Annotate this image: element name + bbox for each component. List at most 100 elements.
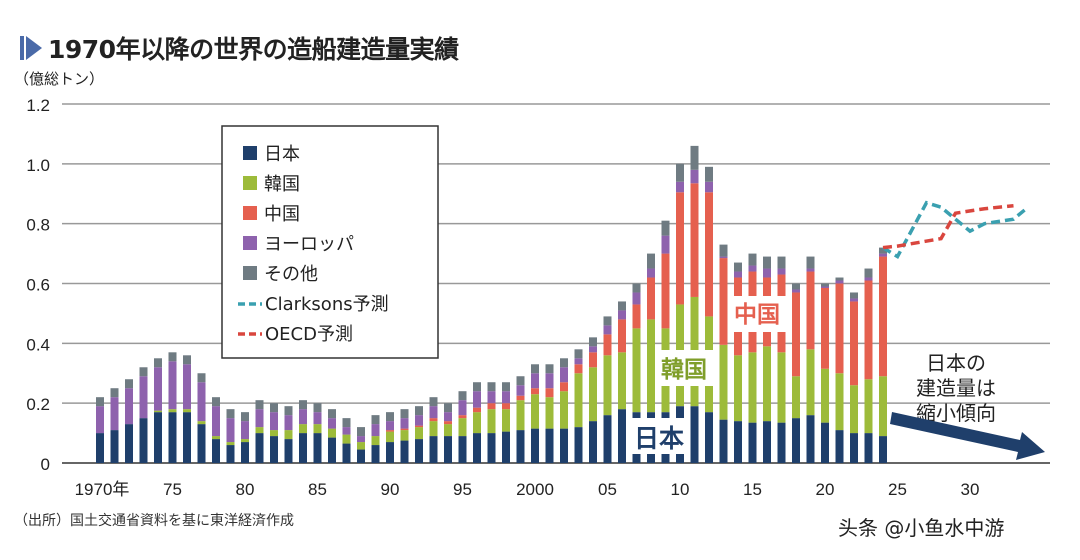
- bar-segment-2005: [603, 334, 612, 356]
- x-tick-label: 10: [671, 480, 690, 499]
- bar-segment-1970: [96, 406, 104, 434]
- bar-segment-1993: [429, 397, 438, 407]
- bar-segment-1998: [502, 391, 510, 404]
- bar-segment-1988: [357, 449, 365, 463]
- bar-segment-1979: [226, 418, 235, 443]
- legend-swatch: [243, 206, 257, 220]
- bar-segment-1988: [357, 436, 365, 443]
- y-tick-label: 0.8: [26, 216, 50, 235]
- bar-segment-2014: [734, 421, 742, 463]
- bar-segment-2006: [618, 352, 626, 410]
- bar-segment-1980: [241, 421, 249, 440]
- bar-segment-2003: [574, 349, 583, 359]
- bar-segment-1997: [487, 409, 496, 434]
- bar-segment-2022: [850, 301, 858, 386]
- japan-trend-annotation: 建造量は: [916, 376, 996, 400]
- bar-segment-2015: [748, 422, 757, 463]
- bar-segment-1975: [168, 361, 177, 410]
- bar-segment-2012: [705, 412, 713, 463]
- bar-segment-1989: [371, 424, 380, 437]
- legend-label: その他: [264, 264, 318, 285]
- bar-segment-1989: [371, 445, 380, 463]
- bar-segment-1978: [212, 436, 220, 440]
- bar-segment-2010: [676, 192, 684, 305]
- bar-segment-2024: [879, 436, 887, 463]
- bar-segment-2004: [589, 352, 597, 368]
- x-tick-label: 15: [743, 480, 762, 499]
- bar-segment-2015: [748, 352, 757, 423]
- bar-segment-2000: [531, 388, 539, 395]
- legend-swatch: [243, 266, 257, 280]
- bar-segment-2002: [560, 391, 568, 429]
- y-axis-unit: （億総トン）: [14, 70, 105, 88]
- bar-segment-1991: [400, 440, 409, 463]
- bar-segment-2008: [647, 319, 655, 413]
- bar-segment-1999: [516, 395, 525, 401]
- bar-segment-2004: [589, 421, 597, 463]
- bar-segment-1983: [284, 439, 293, 463]
- bar-segment-2020: [821, 286, 829, 288]
- bar-segment-1986: [328, 437, 336, 463]
- bar-segment-2001: [545, 364, 554, 374]
- bar-segment-1991: [400, 409, 409, 419]
- bar-segment-1998: [502, 431, 510, 463]
- bar-segment-1970: [96, 397, 104, 407]
- bar-segment-2023: [864, 280, 873, 380]
- bar-segment-2001: [545, 373, 554, 389]
- bar-segment-1977: [197, 382, 206, 422]
- bar-segment-2011: [690, 169, 699, 184]
- chart-title-text: 1970年以降の世界の造船建造量実績: [48, 35, 459, 64]
- forecast-line-oecd: [882, 203, 1014, 250]
- bar-segment-2018: [792, 418, 800, 463]
- bar-segment-2023: [864, 268, 873, 278]
- bar-segment-1985: [313, 412, 322, 425]
- bar-segment-2000: [531, 364, 539, 374]
- legend-box: [221, 125, 439, 359]
- bar-segment-2009: [661, 220, 670, 236]
- legend-label: 韓国: [264, 174, 300, 195]
- bar-segment-1999: [516, 430, 525, 463]
- bar-segment-2008: [647, 268, 655, 278]
- bar-segment-1992: [415, 427, 423, 440]
- bar-segment-1970: [96, 433, 104, 463]
- bar-segment-1972: [125, 388, 133, 425]
- bar-segment-1978: [212, 406, 220, 437]
- bar-segment-1984: [299, 424, 307, 434]
- bar-segment-1991: [400, 418, 409, 429]
- bar-segment-1995: [458, 418, 467, 437]
- legend-label: 日本: [264, 144, 300, 165]
- watermark: 头条 @小鱼水中游: [838, 516, 1005, 540]
- legend-swatch: [243, 176, 257, 190]
- bar-segment-2002: [560, 358, 568, 368]
- bar-segment-1979: [226, 442, 235, 446]
- bar-segment-2008: [647, 277, 655, 320]
- korea-annotation: 韓国: [661, 356, 707, 383]
- bar-segment-2013: [719, 256, 728, 259]
- title-triangle-icon: [26, 36, 42, 60]
- bar-segment-1990: [386, 430, 394, 432]
- bar-segment-2023: [864, 433, 873, 463]
- bar-segment-2007: [632, 304, 641, 329]
- bar-segment-2019: [806, 415, 815, 463]
- legend-swatch: [243, 146, 257, 160]
- bar-segment-2010: [676, 181, 684, 193]
- bar-segment-2008: [647, 253, 655, 269]
- bar-segment-2007: [632, 292, 641, 305]
- bar-segment-2018: [792, 292, 800, 377]
- bar-segment-1986: [328, 428, 336, 438]
- bar-segment-1993: [429, 436, 438, 463]
- bar-segment-1984: [299, 433, 307, 463]
- bar-segment-2002: [560, 367, 568, 383]
- bar-segment-2001: [545, 397, 554, 429]
- x-tick-label: 90: [381, 480, 400, 499]
- bar-segment-1993: [429, 406, 438, 419]
- y-tick-label: 0.6: [26, 276, 50, 295]
- bar-segment-1983: [284, 415, 293, 431]
- bar-segment-1997: [487, 391, 496, 404]
- bar-segment-2017: [777, 352, 786, 423]
- bar-segment-2021: [835, 277, 844, 281]
- bar-segment-2007: [632, 328, 641, 413]
- bar-segment-1980: [241, 412, 249, 422]
- korea-label-bg: [655, 350, 713, 386]
